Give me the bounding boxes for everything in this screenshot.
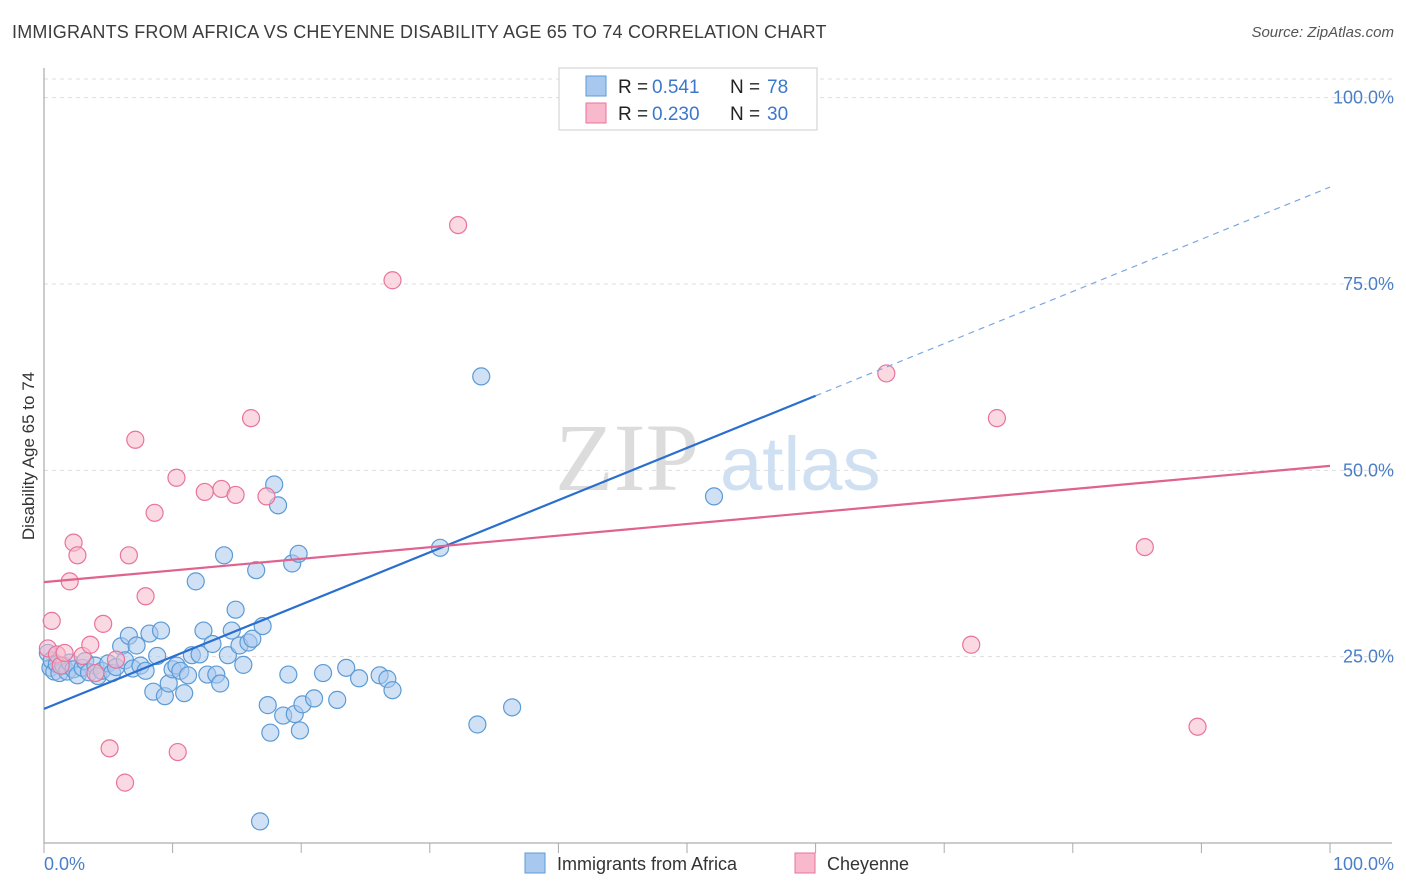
point-africa [349,669,369,688]
bottom-legend-label-africa: Immigrants from Africa [557,854,738,874]
bottom-legend-swatch-cheyenne [794,852,816,874]
point-africa [472,367,491,386]
point-africa [279,665,298,684]
point-africa [194,621,213,640]
point-cheyenne [962,635,981,654]
trend-line-africa-extension [815,186,1331,397]
point-cheyenne [168,742,187,762]
data-points [38,88,1207,831]
point-africa [214,546,234,565]
point-africa [503,698,522,717]
point-africa [304,689,324,708]
point-africa [313,663,333,683]
legend-n-label-africa: N = [730,77,760,98]
point-africa [258,696,277,715]
point-cheyenne [195,482,214,502]
point-cheyenne [383,271,402,290]
legend-r-value-africa: 0.541 [652,77,700,98]
legend-swatch-africa [585,75,607,97]
point-africa [328,690,347,709]
x-axis-ticks [43,843,1331,853]
point-africa [468,715,487,734]
y-tick-label: 75.0% [1343,274,1394,294]
point-africa [243,629,262,648]
x-tick-label-min: 0.0% [44,854,85,874]
gridlines [44,78,1392,658]
point-africa [218,646,237,665]
point-cheyenne [145,503,164,522]
point-cheyenne [1188,717,1207,736]
point-cheyenne [167,468,186,487]
stats-legend: R = 0.541 N = 78 R = 0.230 N = 30 [558,67,818,131]
point-cheyenne [100,739,119,758]
point-cheyenne [987,409,1007,428]
y-axis-label: Disability Age 65 to 74 [19,372,38,540]
point-cheyenne [119,546,138,565]
point-cheyenne [136,587,155,606]
point-africa [704,487,724,506]
point-cheyenne [86,663,105,683]
point-africa [178,666,198,685]
point-cheyenne [877,364,896,383]
chart-title: IMMIGRANTS FROM AFRICA VS CHEYENNE DISAB… [12,22,827,42]
legend-n-value-cheyenne: 30 [767,104,788,125]
point-africa [234,655,253,674]
point-africa [247,561,266,580]
point-cheyenne [106,650,126,669]
bottom-legend-label-cheyenne: Cheyenne [827,854,909,874]
y-tick-label: 25.0% [1343,647,1394,667]
point-africa [250,812,270,831]
y-tick-label: 100.0% [1333,88,1394,108]
legend-r-label-africa: R = [618,77,648,98]
point-cheyenne [42,611,61,630]
point-cheyenne [126,430,145,449]
trend-line-africa [43,394,817,710]
point-africa [226,600,245,619]
point-africa [261,723,280,742]
point-cheyenne [55,643,74,663]
trend-line-cheyenne [43,464,1331,584]
watermark: ZIP atlas [555,404,881,511]
point-cheyenne [81,635,100,654]
watermark-zip: ZIP [555,404,699,511]
legend-r-value-cheyenne: 0.230 [652,104,700,125]
legend-swatch-cheyenne [585,102,607,124]
point-africa [383,681,402,700]
bottom-legend-swatch-africa [524,852,546,874]
point-africa [151,621,171,640]
watermark-atlas: atlas [720,422,881,507]
legend-n-value-africa: 78 [767,77,788,98]
legend-r-label-cheyenne: R = [618,104,648,125]
point-africa [127,636,146,655]
source-label: Source: ZipAtlas.com [1251,24,1394,41]
point-africa [175,684,194,703]
legend-n-label-cheyenne: N = [730,104,760,125]
trend-lines [43,186,1331,710]
point-cheyenne [1135,537,1154,557]
point-cheyenne [115,773,135,792]
point-cheyenne [68,546,87,565]
series-legend: Immigrants from Africa Cheyenne [524,852,909,874]
y-tick-labels: 25.0% 50.0% 75.0% 100.0% [1333,88,1394,667]
y-tick-label: 50.0% [1343,460,1394,480]
point-cheyenne [94,614,113,633]
point-africa [337,658,356,677]
point-africa [186,572,205,591]
x-tick-label-max: 100.0% [1333,854,1394,874]
point-cheyenne [448,215,468,235]
point-cheyenne [226,485,245,505]
point-cheyenne [257,487,276,506]
point-africa [211,674,230,693]
point-africa [290,721,310,740]
point-cheyenne [241,409,261,428]
